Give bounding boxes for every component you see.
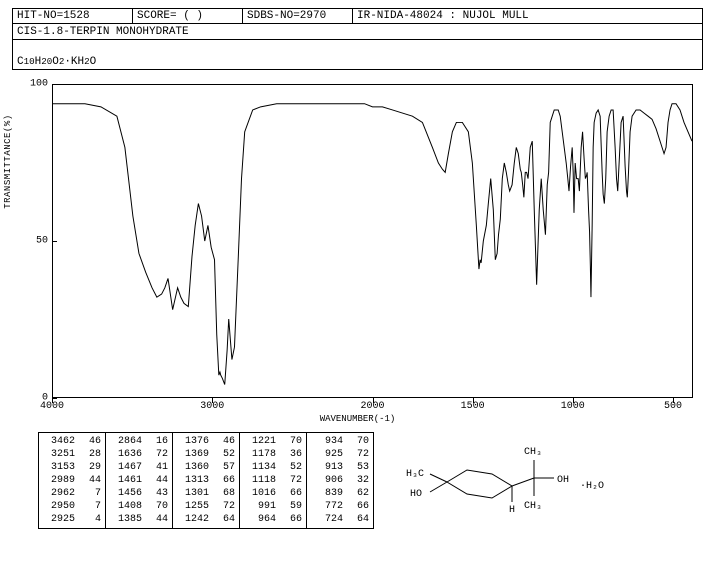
x-axis-label: WAVENUMBER(-1) [320, 414, 396, 424]
svg-text:CH₃: CH₃ [524, 501, 542, 512]
svg-text:H: H [509, 505, 515, 516]
ytick-label: 100 [30, 79, 48, 90]
sdbs-no: SDBS-NO=2970 [243, 9, 353, 23]
svg-text:CH₃: CH₃ [524, 447, 542, 458]
spectrum-chart: TRANSMITTANCE(%) WAVENUMBER(-1) 05010040… [12, 76, 703, 426]
hit-no: HIT-NO=1528 [13, 9, 133, 23]
formula: C10H20O2·KH2O [12, 54, 703, 70]
svg-text:·H₂O: ·H₂O [580, 481, 604, 492]
svg-text:OH: OH [557, 475, 569, 486]
score: SCORE= ( ) [133, 9, 243, 23]
y-axis-label: TRANSMITTANCE(%) [3, 114, 13, 208]
peak-table: 3462463251283153292989442962729507292542… [38, 432, 374, 529]
molecular-structure: CH₃ H₃C HO OH H CH₃ ·H₂O [392, 432, 703, 524]
svg-text:HO: HO [410, 489, 422, 500]
ir-info: IR-NIDA-48024 : NUJOL MULL [353, 9, 702, 23]
svg-text:H₃C: H₃C [406, 469, 424, 480]
compound-name: CIS-1.8-TERPIN MONOHYDRATE [12, 24, 703, 40]
ytick-label: 50 [36, 236, 48, 247]
